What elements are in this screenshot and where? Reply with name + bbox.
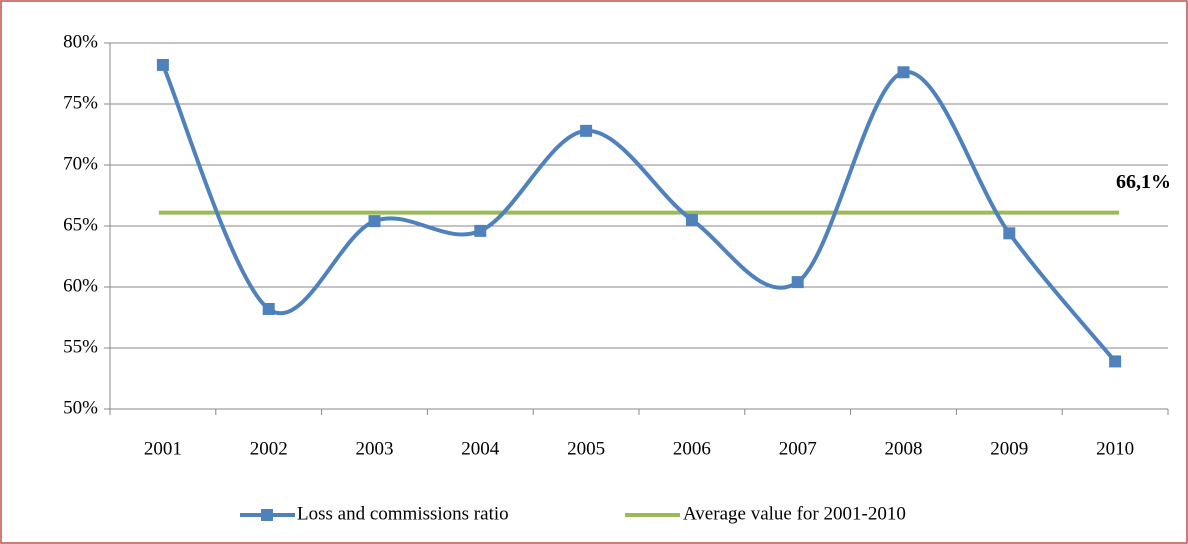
point-marker <box>897 66 910 79</box>
point-marker <box>262 302 275 315</box>
y-tick-label: 50% <box>63 397 98 418</box>
legend-label: Loss and commissions ratio <box>297 503 509 524</box>
legend-label: Average value for 2001-2010 <box>683 503 906 524</box>
x-tick-label: 2006 <box>673 438 711 459</box>
y-tick-label: 70% <box>63 153 98 174</box>
y-tick-label: 65% <box>63 214 98 235</box>
point-marker <box>791 276 804 289</box>
x-tick-label: 2008 <box>885 438 923 459</box>
series-line <box>161 64 1117 363</box>
x-tick-label: 2001 <box>144 438 182 459</box>
average-label: 66,1% <box>1116 171 1171 193</box>
x-tick-label: 2009 <box>990 438 1028 459</box>
x-tick-label: 2003 <box>356 438 394 459</box>
point-marker <box>1109 355 1122 368</box>
point-marker <box>368 215 381 228</box>
y-tick-label: 55% <box>63 336 98 357</box>
point-marker <box>474 224 487 237</box>
x-tick-label: 2004 <box>461 438 500 459</box>
point-marker <box>1003 227 1016 240</box>
point-marker <box>156 58 169 71</box>
y-tick-label: 60% <box>63 275 98 296</box>
y-tick-label: 80% <box>63 31 98 52</box>
point-marker <box>685 213 698 226</box>
x-tick-label: 2005 <box>567 438 605 459</box>
x-tick-label: 2007 <box>779 438 817 459</box>
legend-marker <box>261 509 273 521</box>
y-tick-label: 75% <box>63 92 98 113</box>
x-tick-label: 2010 <box>1096 438 1134 459</box>
x-tick-label: 2002 <box>250 438 288 459</box>
point-marker <box>580 124 593 137</box>
